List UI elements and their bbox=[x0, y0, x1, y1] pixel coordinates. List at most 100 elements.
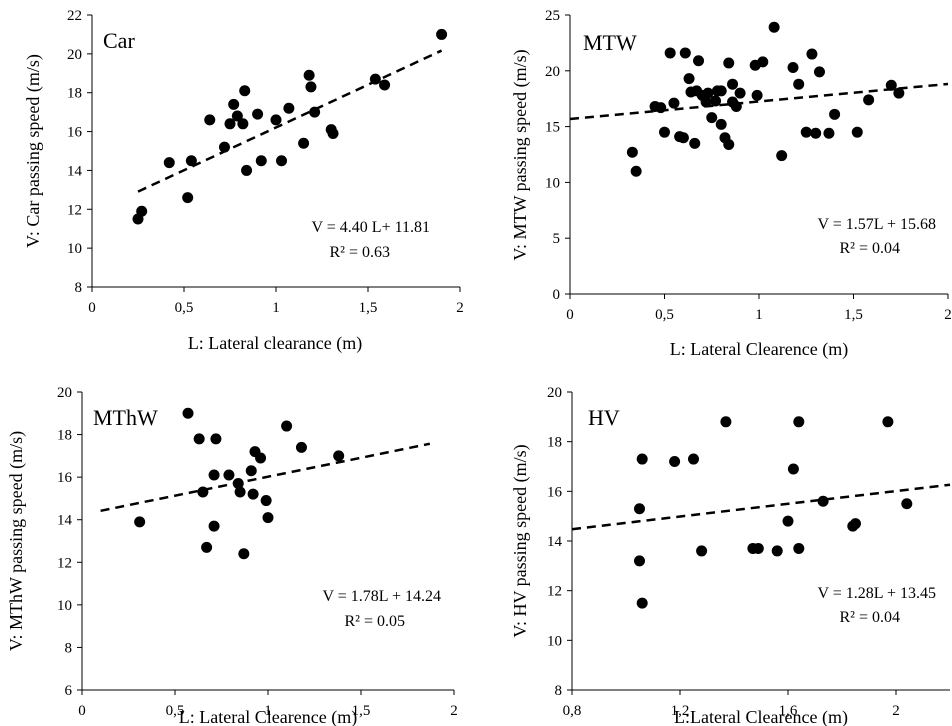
regression-equation: V = 1.28L + 13.45 bbox=[818, 585, 937, 602]
r-squared: R² = 0.04 bbox=[840, 609, 901, 626]
y-tick-label: 10 bbox=[57, 598, 72, 614]
data-point bbox=[771, 545, 783, 557]
y-tick-label: 8 bbox=[555, 683, 563, 699]
y-tick-label: 12 bbox=[67, 202, 82, 218]
data-point bbox=[247, 488, 259, 500]
data-point bbox=[238, 548, 250, 560]
data-point bbox=[634, 555, 645, 567]
trend-line bbox=[569, 82, 949, 121]
data-point bbox=[693, 55, 705, 67]
y-tick-label: 20 bbox=[67, 47, 82, 63]
data-point bbox=[223, 469, 235, 481]
data-point bbox=[193, 433, 205, 445]
data-point bbox=[752, 542, 764, 554]
data-point bbox=[683, 73, 695, 85]
x-axis-label: L: Lateral clearance (m) bbox=[188, 333, 362, 354]
data-point bbox=[333, 450, 345, 462]
regression-equation: V = 1.57L + 15.68 bbox=[818, 216, 937, 233]
data-point bbox=[309, 106, 321, 118]
x-tick-label: 1,6 bbox=[779, 703, 798, 719]
data-point bbox=[239, 85, 251, 97]
data-point bbox=[305, 81, 317, 93]
y-tick-label: 18 bbox=[57, 428, 72, 444]
data-point bbox=[197, 486, 209, 498]
data-point bbox=[260, 495, 272, 507]
x-tick-label: 0 bbox=[566, 307, 574, 323]
data-point bbox=[850, 518, 861, 530]
data-point bbox=[901, 498, 913, 510]
x-tick-label: 1,5 bbox=[352, 703, 371, 719]
x-tick-label: 0 bbox=[78, 703, 86, 719]
panel-title: MTW bbox=[583, 30, 637, 55]
x-tick-label: 2 bbox=[944, 307, 952, 323]
data-point bbox=[636, 597, 648, 609]
y-tick-label: 14 bbox=[67, 163, 83, 179]
x-tick-label: 0,8 bbox=[563, 703, 582, 719]
data-point bbox=[659, 126, 670, 138]
y-tick-label: 22 bbox=[67, 8, 82, 24]
panel-car: 8 10 12 14 16 18 20 22 0 0,5 1 1,5 2 L: Lateral clear… bbox=[23, 8, 464, 354]
x-tick-label: 1 bbox=[264, 703, 272, 719]
data-point bbox=[436, 28, 448, 40]
y-tick-label: 15 bbox=[545, 120, 560, 136]
data-point bbox=[276, 155, 288, 167]
data-point bbox=[723, 57, 735, 69]
data-point bbox=[885, 79, 897, 91]
x-tick-label: 0 bbox=[88, 300, 96, 316]
data-point bbox=[655, 102, 667, 114]
x-tick-label: 0,5 bbox=[166, 703, 185, 719]
data-point bbox=[700, 96, 712, 108]
data-point bbox=[232, 478, 244, 490]
r-squared: R² = 0.04 bbox=[840, 240, 901, 257]
data-point bbox=[136, 205, 148, 217]
y-tick-label: 8 bbox=[65, 640, 73, 656]
r-squared: R² = 0.05 bbox=[345, 613, 406, 630]
x-tick-label: 1,5 bbox=[844, 307, 863, 323]
y-axis-label: V: HV passing speed (m/s) bbox=[510, 444, 531, 637]
data-point bbox=[793, 78, 805, 90]
y-tick-label: 14 bbox=[547, 534, 563, 550]
data-point bbox=[185, 155, 197, 167]
regression-equation: V = 4.40 L+ 11.81 bbox=[312, 219, 431, 236]
y-tick-label: 12 bbox=[547, 584, 562, 600]
data-point bbox=[720, 416, 732, 428]
data-point bbox=[689, 137, 701, 149]
data-point bbox=[201, 541, 213, 553]
data-point bbox=[270, 114, 282, 126]
data-point bbox=[757, 56, 769, 68]
data-point bbox=[255, 452, 267, 464]
y-tick-label: 18 bbox=[547, 435, 562, 451]
data-point bbox=[134, 516, 146, 528]
y-tick-label: 16 bbox=[67, 125, 83, 141]
x-tick-label: 1,5 bbox=[359, 300, 378, 316]
data-point bbox=[379, 79, 391, 91]
panel-title: MThW bbox=[93, 405, 158, 430]
x-axis-label: L: Lateral Clearence (m) bbox=[179, 707, 357, 726]
data-point bbox=[182, 407, 194, 419]
data-point bbox=[730, 101, 742, 113]
data-point bbox=[664, 47, 676, 59]
data-point bbox=[734, 87, 746, 99]
data-point bbox=[210, 433, 222, 445]
y-axis-label: V: MThW passing speed (m/s) bbox=[6, 431, 27, 651]
x-tick-label: 1 bbox=[755, 307, 763, 323]
x-axis-label: L: Lateral Clearence (m) bbox=[670, 339, 848, 360]
data-point bbox=[245, 465, 257, 477]
data-point bbox=[813, 66, 825, 78]
data-point bbox=[715, 85, 727, 97]
x-tick-label: 1 bbox=[272, 300, 280, 316]
data-point bbox=[283, 102, 295, 114]
y-tick-label: 8 bbox=[75, 280, 83, 296]
data-point bbox=[751, 89, 763, 101]
data-point bbox=[237, 118, 249, 130]
panel-hv: 8 10 12 14 16 18 20 0,8 1,2 1,6 2 L:Lateral Clearen… bbox=[510, 385, 951, 726]
x-axis-label: L:Lateral Clearence (m) bbox=[674, 707, 848, 726]
data-point bbox=[893, 87, 905, 99]
y-tick-label: 14 bbox=[57, 513, 73, 529]
data-point bbox=[823, 127, 835, 139]
data-point bbox=[679, 47, 691, 59]
data-point bbox=[636, 453, 648, 465]
data-point bbox=[723, 138, 735, 150]
data-point bbox=[204, 114, 216, 126]
data-point bbox=[768, 21, 780, 33]
